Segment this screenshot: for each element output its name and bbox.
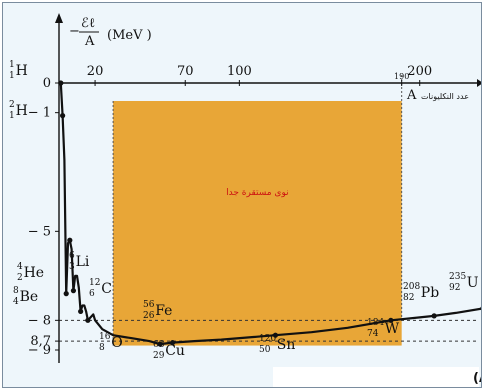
binding-energy-curve xyxy=(59,82,481,346)
nuclide-label: 126 C xyxy=(89,278,112,299)
data-point xyxy=(85,317,91,323)
nuclide-label: 11 H xyxy=(9,60,28,81)
mass-number: 120 xyxy=(259,334,276,344)
element-symbol: Fe xyxy=(155,303,172,319)
y-label-unit: (MeV ) xyxy=(107,28,152,43)
y-tick-label: 0 xyxy=(43,76,51,91)
data-point xyxy=(70,288,77,294)
region-label: نوى مستقرة جدا xyxy=(226,188,289,198)
atomic-number: 1 xyxy=(9,71,15,81)
mass-number: 8 xyxy=(13,286,19,296)
atomic-number: 74 xyxy=(367,329,379,339)
element-symbol: W xyxy=(385,321,400,337)
data-point xyxy=(63,291,69,297)
element-symbol: Cu xyxy=(165,343,185,359)
nuclide-label: 63 Li xyxy=(69,251,90,272)
mass-number: 12 xyxy=(89,278,100,288)
atomic-number: 1 xyxy=(9,111,15,121)
y-tick-label: − 5 xyxy=(28,224,51,239)
data-point xyxy=(170,339,176,346)
y-axis-arrow xyxy=(55,13,63,23)
data-point xyxy=(388,317,394,323)
y-tick-label: 8,7 xyxy=(30,334,51,349)
element-symbol: U xyxy=(467,275,479,291)
data-point xyxy=(272,332,279,338)
data-point xyxy=(58,80,64,86)
y-tick-label: − 1 xyxy=(28,106,51,121)
atomic-number: 8 xyxy=(99,343,105,353)
nuclide-label: 84 Be xyxy=(13,286,38,307)
element-symbol: Pb xyxy=(421,285,439,301)
element-symbol: Sn xyxy=(277,337,296,353)
caption-box xyxy=(273,367,479,387)
element-symbol: H xyxy=(16,63,28,79)
atomic-number: 3 xyxy=(69,262,75,272)
data-point xyxy=(157,341,163,347)
stable-region xyxy=(113,101,402,346)
mass-number: 6 xyxy=(69,251,75,261)
x-tick-label: 20 xyxy=(87,64,104,79)
y-label-numerator: ℰℓ xyxy=(81,16,95,31)
atomic-number: 82 xyxy=(403,293,414,303)
mass-number: 56 xyxy=(143,300,155,310)
x-label-text: عدد النكليونات xyxy=(421,92,469,101)
atomic-number: 92 xyxy=(449,283,460,293)
chart-frame: نوى مستقرة جدا − ℰℓ A (MeV ) A عدد النكليونات 2… xyxy=(2,2,482,388)
element-symbol: C xyxy=(101,281,112,297)
element-symbol: H xyxy=(16,103,28,119)
atomic-number: 6 xyxy=(89,289,95,299)
mass-number: 2 xyxy=(9,100,15,110)
element-symbol: Be xyxy=(20,289,39,305)
atomic-number: 4 xyxy=(13,297,19,307)
data-point xyxy=(60,113,66,119)
data-point xyxy=(431,313,437,319)
y-tick-label: − 9 xyxy=(28,343,51,358)
mass-number: 4 xyxy=(17,262,23,272)
nuclide-label: 42 He xyxy=(17,262,44,283)
chart-caption: منحنى استون (Aston) xyxy=(473,371,481,386)
element-symbol: He xyxy=(24,265,44,281)
mass-number: 235 xyxy=(449,272,466,282)
nuclide-label: 21 H xyxy=(9,100,28,121)
mass-number: 63 xyxy=(153,340,165,350)
data-point xyxy=(480,306,481,311)
mass-number: 184 xyxy=(367,318,384,328)
mass-number: 16 xyxy=(99,332,111,342)
atomic-number: 2 xyxy=(17,273,23,283)
mass-number: 1 xyxy=(9,60,15,70)
nuclide-label: 168 O xyxy=(99,332,123,353)
mass-number: 208 xyxy=(403,282,420,292)
y-label-denominator: A xyxy=(84,34,95,49)
atomic-number: 50 xyxy=(259,345,271,355)
atomic-number: 29 xyxy=(153,351,165,361)
x-label-symbol: A xyxy=(406,88,417,103)
element-symbol: O xyxy=(111,335,122,351)
y-label-prefix: − xyxy=(69,24,80,39)
x-axis-arrow xyxy=(477,79,481,87)
x-tick-label: 200 xyxy=(407,64,432,79)
x-tick-label: 100 xyxy=(227,64,252,79)
aston-curve-chart: نوى مستقرة جدا −ℰℓ A (MeV ) A عدد النكليونات 2… xyxy=(9,13,481,387)
y-tick-label: − 8 xyxy=(28,313,51,328)
data-point xyxy=(78,308,84,315)
x-tick-label: 190 xyxy=(394,72,409,81)
element-symbol: Li xyxy=(76,254,90,270)
atomic-number: 26 xyxy=(143,311,155,321)
data-point xyxy=(67,237,73,243)
x-tick-label: 70 xyxy=(177,64,194,79)
